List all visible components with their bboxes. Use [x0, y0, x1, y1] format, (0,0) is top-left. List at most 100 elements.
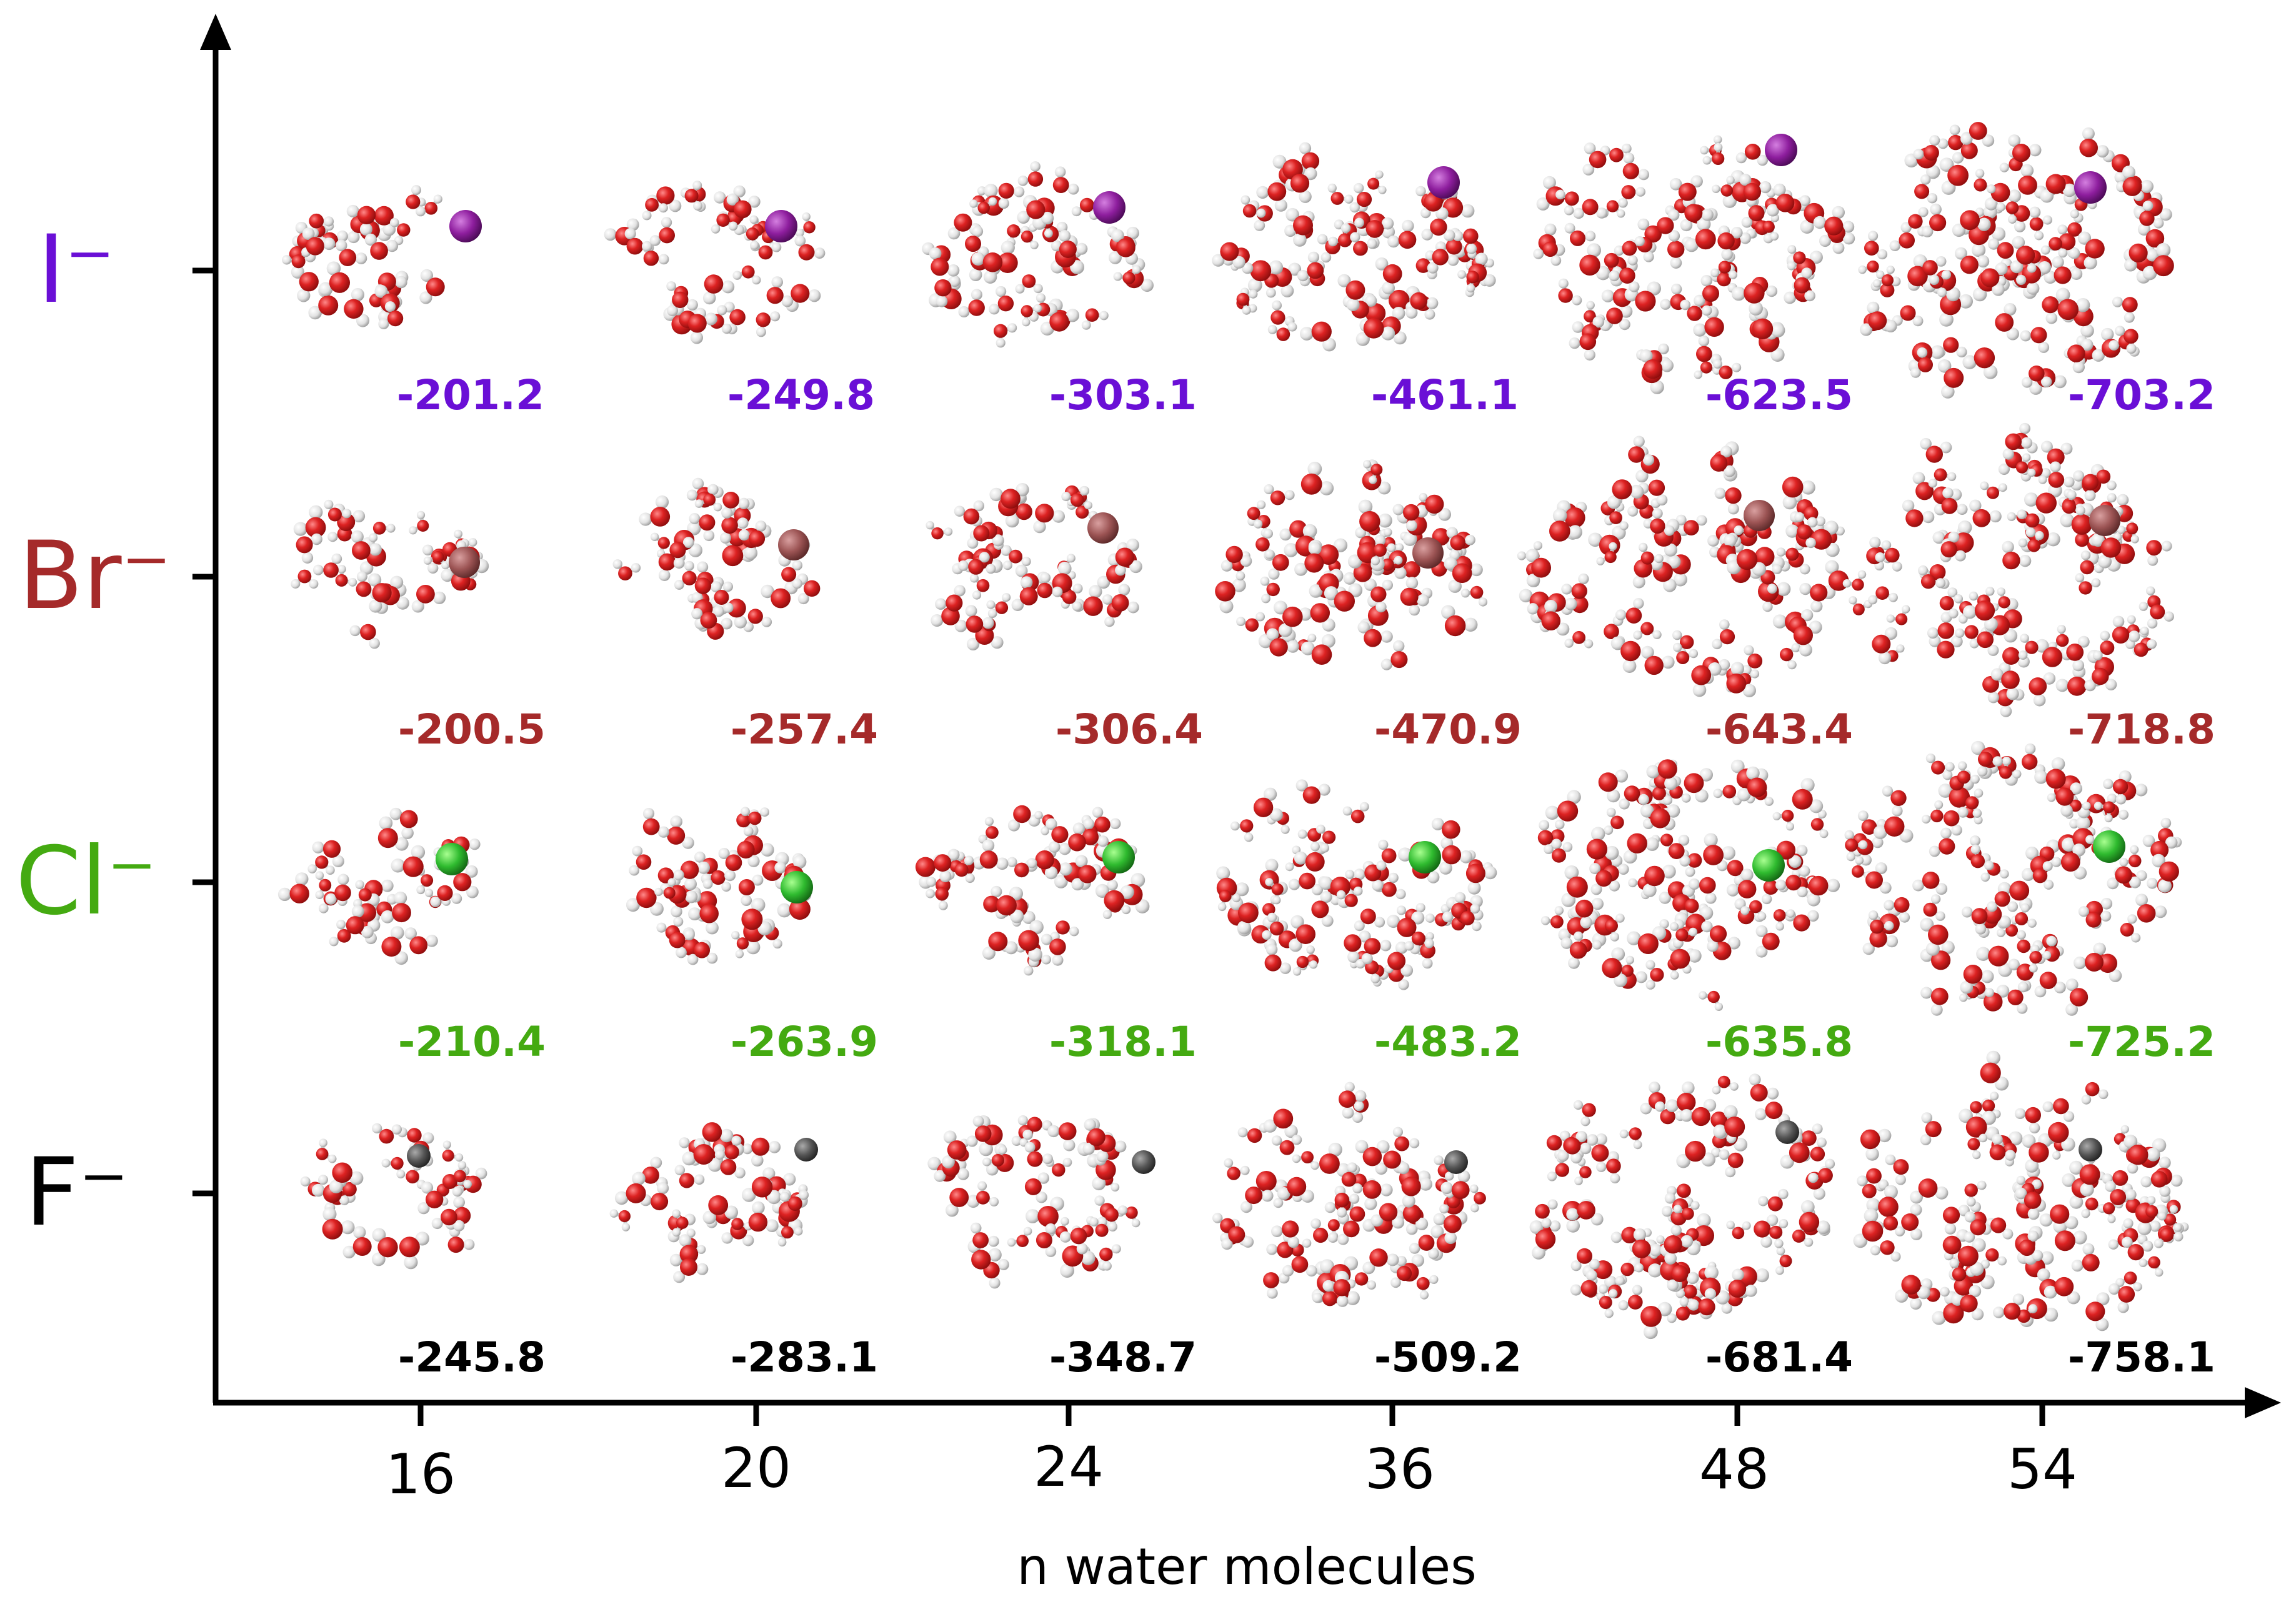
oxygen-atom: [1650, 808, 1670, 828]
hydrogen-atom: [1058, 562, 1072, 575]
hydrogen-atom: [1610, 932, 1619, 942]
hydrogen-atom: [1987, 184, 1996, 194]
hydrogen-atom: [1977, 217, 1991, 231]
hydrogen-atom: [2084, 679, 2096, 692]
hydrogen-atom: [1801, 480, 1815, 495]
hydrogen-atom: [2027, 469, 2036, 477]
oxygen-atom: [370, 242, 388, 260]
hydrogen-atom: [2119, 809, 2129, 820]
oxygen-atom: [1999, 766, 2012, 779]
oxygen-atom: [1925, 445, 1943, 463]
hydrogen-atom: [329, 937, 339, 947]
oxygen-atom: [1021, 305, 1033, 317]
hydrogen-atom: [1710, 268, 1720, 277]
hydrogen-atom: [2142, 835, 2155, 847]
oxygen-atom: [447, 1236, 464, 1253]
hydrogen-atom: [394, 951, 408, 965]
oxygen-atom: [1552, 848, 1566, 863]
hydrogen-atom: [431, 1218, 443, 1230]
hydrogen-atom: [1419, 493, 1428, 502]
hydrogen-atom: [1380, 940, 1392, 952]
hydrogen-atom: [1975, 169, 1985, 178]
oxygen-atom: [1463, 228, 1479, 244]
hydrogen-atom: [1809, 799, 1824, 813]
oxygen-atom: [1880, 282, 1895, 297]
hydrogen-atom: [1920, 174, 1931, 185]
oxygen-atom: [1397, 917, 1417, 937]
hydrogen-atom: [1333, 538, 1348, 552]
oxygen-atom: [1282, 606, 1303, 627]
hydrogen-atom: [369, 533, 378, 542]
hydrogen-atom: [1033, 304, 1042, 313]
hydrogen-atom: [1552, 508, 1567, 523]
oxygen-atom: [417, 520, 429, 532]
hydrogen-atom: [2128, 630, 2140, 642]
oxygen-atom: [727, 599, 746, 618]
oxygen-atom: [1929, 564, 1946, 580]
hydrogen-atom: [2020, 330, 2032, 342]
hydrogen-atom: [342, 1245, 356, 1258]
hydrogen-atom: [2008, 189, 2022, 203]
hydrogen-atom: [1525, 549, 1539, 562]
hydrogen-atom: [991, 636, 1004, 649]
oxygen-atom: [1612, 479, 1632, 500]
hydrogen-atom: [1826, 878, 1840, 892]
hydrogen-atom: [2130, 535, 2139, 544]
hydrogen-atom: [1427, 871, 1440, 883]
hydrogen-atom: [329, 1180, 343, 1193]
oxygen-atom: [2150, 840, 2169, 859]
oxygen-atom: [1564, 507, 1585, 528]
hydrogen-atom: [2075, 298, 2090, 312]
hydrogen-atom: [1478, 597, 1488, 607]
hydrogen-atom: [396, 596, 409, 610]
hydrogen-atom: [949, 275, 961, 287]
hydrogen-atom: [1404, 941, 1414, 951]
oxygen-atom: [1905, 509, 1924, 527]
hydrogen-atom: [1949, 124, 1960, 136]
hydrogen-atom: [1761, 893, 1772, 905]
ion-sphere: [1427, 166, 1460, 199]
hydrogen-atom: [1646, 765, 1660, 779]
hydrogen-atom: [1337, 274, 1351, 287]
hydrogen-atom: [421, 1182, 434, 1194]
hydrogen-atom: [1111, 229, 1124, 242]
hydrogen-atom: [814, 247, 826, 259]
hydrogen-atom: [1400, 964, 1414, 977]
hydrogen-atom: [682, 537, 694, 548]
hydrogen-atom: [1940, 827, 1952, 839]
hydrogen-atom: [1297, 829, 1307, 839]
oxygen-atom: [1367, 177, 1380, 190]
ion-sphere: [449, 210, 482, 242]
hydrogen-atom: [1346, 298, 1360, 311]
hydrogen-atom: [2065, 1003, 2079, 1016]
oxygen-atom: [1930, 987, 1949, 1005]
oxygen-atom: [397, 223, 411, 237]
hydrogen-atom: [1374, 535, 1386, 546]
hydrogen-atom: [1533, 248, 1544, 259]
oxygen-atom: [2120, 923, 2134, 937]
oxygen-atom: [2062, 499, 2077, 514]
oxygen-atom: [995, 601, 1009, 614]
hydrogen-atom: [1809, 620, 1822, 634]
hydrogen-atom: [983, 270, 997, 284]
oxygen-atom: [1947, 164, 1969, 186]
oxygen-atom: [409, 936, 428, 955]
hydrogen-atom: [1269, 260, 1284, 275]
hydrogen-atom: [986, 564, 996, 574]
hydrogen-atom: [1689, 878, 1700, 890]
oxygen-atom: [407, 1128, 422, 1143]
hydrogen-atom: [733, 185, 746, 198]
oxygen-atom: [1939, 595, 1954, 610]
hydrogen-atom: [1707, 535, 1719, 547]
oxygen-atom: [1269, 638, 1288, 657]
hydrogen-atom: [2027, 918, 2037, 928]
hydrogen-atom: [1647, 281, 1661, 296]
hydrogen-atom: [1592, 940, 1602, 950]
oxygen-atom: [2007, 989, 2024, 1005]
hydrogen-atom: [1705, 892, 1717, 904]
hydrogen-atom: [1307, 634, 1317, 642]
hydrogen-atom: [2142, 266, 2157, 281]
hydrogen-atom: [1627, 505, 1639, 517]
hydrogen-atom: [1380, 630, 1393, 643]
oxygen-atom: [997, 296, 1014, 312]
